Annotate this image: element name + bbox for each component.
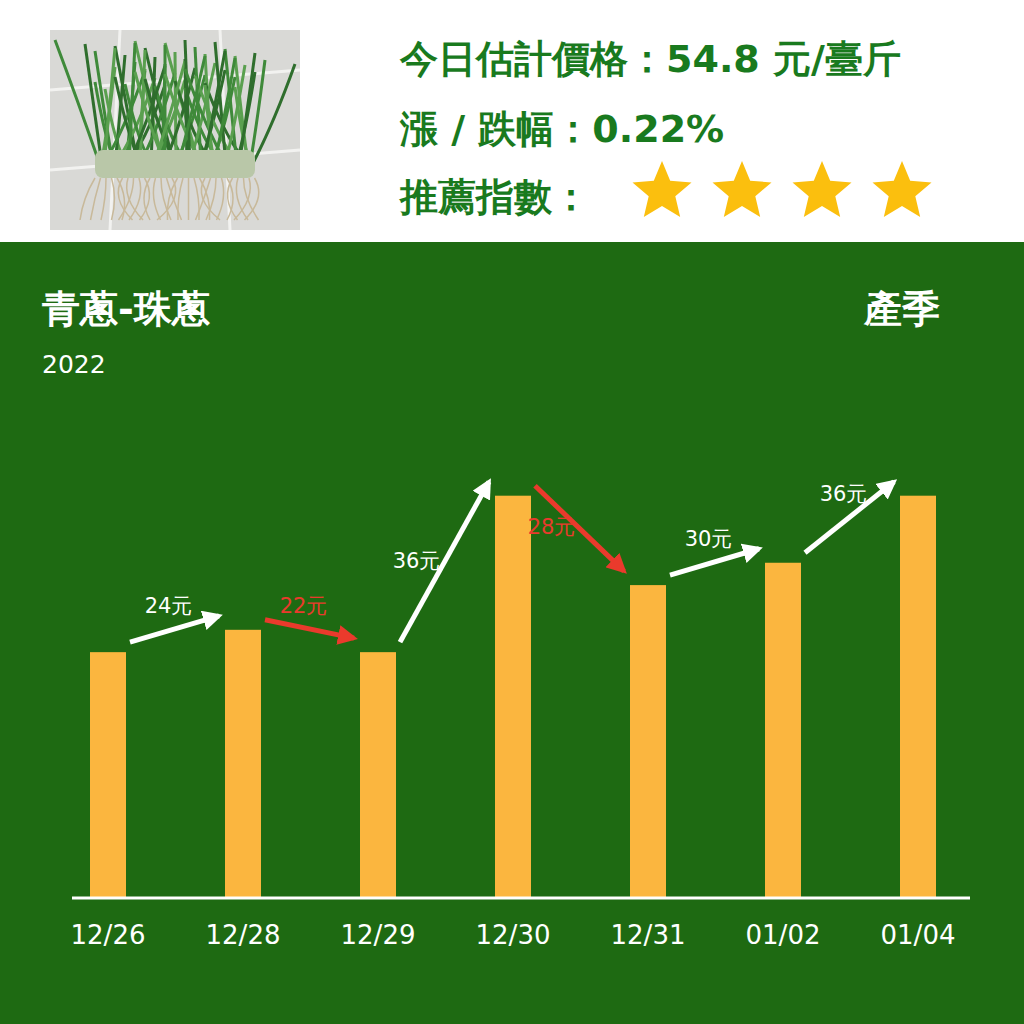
leaf xyxy=(185,40,190,165)
root xyxy=(167,178,177,220)
root xyxy=(206,178,216,220)
root xyxy=(157,178,176,220)
root xyxy=(153,178,160,220)
x-tick-label: 01/02 xyxy=(746,920,821,950)
root xyxy=(117,178,125,220)
root xyxy=(217,178,224,220)
value-label: 36元 xyxy=(393,549,441,573)
chart-bg xyxy=(0,242,1024,1024)
change-arrow xyxy=(805,482,894,553)
change-text: 漲 / 跌幅：0.22% xyxy=(399,107,724,151)
root xyxy=(178,178,183,220)
bar xyxy=(900,496,936,898)
x-axis xyxy=(72,897,970,900)
value-label: 36元 xyxy=(820,482,868,506)
root xyxy=(112,178,115,220)
root xyxy=(101,178,106,220)
leaf xyxy=(252,64,295,165)
bar xyxy=(630,585,666,898)
header-bg xyxy=(0,0,1024,242)
root xyxy=(244,178,259,220)
chart-title: 青蔥-珠蔥 xyxy=(41,287,210,331)
bar xyxy=(495,496,531,898)
bar xyxy=(360,652,396,898)
bars xyxy=(90,496,936,898)
root xyxy=(188,178,190,220)
season-label: 產季 xyxy=(863,287,940,331)
leaf xyxy=(239,53,255,165)
x-tick-label: 12/29 xyxy=(341,920,416,950)
root xyxy=(236,178,248,220)
tile-lines xyxy=(50,30,300,230)
rating-star xyxy=(713,161,772,217)
x-tick-label: 01/04 xyxy=(881,920,956,950)
leaf xyxy=(203,51,225,165)
x-tick-label: 12/30 xyxy=(476,920,551,950)
root xyxy=(80,178,95,220)
bulbs xyxy=(95,150,255,178)
root xyxy=(234,178,250,220)
root xyxy=(140,178,150,220)
root xyxy=(144,178,150,220)
rating-star xyxy=(873,161,932,217)
leaf xyxy=(178,56,205,165)
root xyxy=(91,178,101,220)
value-label: 28元 xyxy=(528,515,576,539)
leaf xyxy=(104,48,115,165)
change-arrow xyxy=(265,620,354,638)
price-text: 今日估計價格：54.8 元/臺斤 xyxy=(399,37,901,81)
bar xyxy=(90,652,126,898)
root xyxy=(118,178,132,220)
root xyxy=(129,178,141,220)
rating-star xyxy=(793,161,852,217)
rating-label: 推薦指數： xyxy=(399,175,590,219)
value-label: 24元 xyxy=(145,594,193,618)
bar xyxy=(765,563,801,898)
change-arrow xyxy=(670,549,759,575)
x-tick-label: 12/28 xyxy=(206,920,281,950)
change-arrow xyxy=(130,616,219,642)
leaf xyxy=(164,45,167,165)
root xyxy=(245,178,259,220)
value-label: 30元 xyxy=(685,527,733,551)
bar xyxy=(225,630,261,898)
x-tick-label: 12/26 xyxy=(71,920,146,950)
rating-star xyxy=(633,161,692,217)
photo xyxy=(50,30,300,230)
leaf xyxy=(129,43,135,165)
value-label: 22元 xyxy=(280,594,328,618)
root xyxy=(119,178,134,220)
x-tick-label: 12/31 xyxy=(611,920,686,950)
chart-subtitle: 2022 xyxy=(42,350,106,379)
photo-bg xyxy=(50,30,300,230)
